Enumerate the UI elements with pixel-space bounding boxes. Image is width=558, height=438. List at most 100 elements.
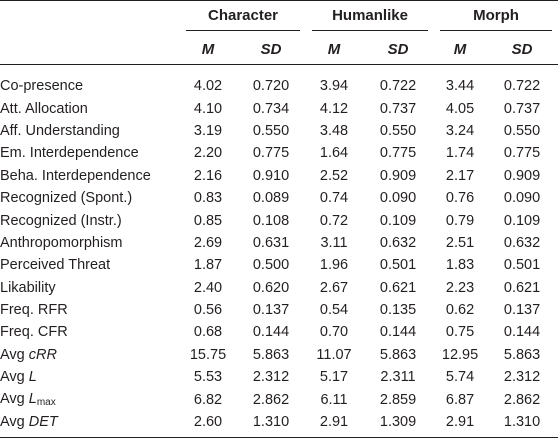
cell-sd: 0.090 [379, 190, 417, 207]
cell-sd: 1.309 [362, 410, 435, 438]
table-row: Att. Allocation 4.10 0.734 4.12 0.737 4.05 0.7… [0, 97, 558, 119]
row-label-prefix: Avg [0, 346, 29, 363]
cell-mean: 0.62 [445, 302, 475, 319]
row-label: Avg cRR [0, 344, 180, 366]
row-label: Freq. RFR [0, 302, 68, 319]
cell-sd: 0.135 [379, 302, 417, 319]
row-label: Recognized (Instr.) [0, 212, 122, 229]
cell-sd: 0.909 [503, 167, 541, 184]
table-row: Recognized (Instr.) 0.85 0.108 0.72 0.109 0.7… [0, 209, 558, 231]
row-label: Em. Interdependence [0, 145, 139, 162]
cell-sd: 0.089 [252, 190, 290, 207]
sub-header-sd: SD [260, 40, 282, 58]
cell-sd: 0.501 [379, 257, 417, 274]
table-row: Beha. Interdependence 2.16 0.910 2.52 0.909 2… [0, 165, 558, 187]
cell-mean: 2.67 [319, 279, 349, 296]
cell-mean: 0.83 [193, 190, 223, 207]
cell-sd: 0.137 [503, 302, 541, 319]
cell-sd: 0.090 [503, 190, 541, 207]
cell-mean: 2.69 [193, 234, 223, 251]
cell-sd: 0.550 [503, 122, 541, 139]
cell-mean: 6.87 [445, 391, 475, 408]
cell-sd: 0.144 [379, 324, 417, 341]
cell-sd: 0.775 [379, 145, 417, 162]
cell-sd: 0.910 [252, 167, 290, 184]
row-label-prefix: Avg [0, 391, 29, 408]
cell-sd: 0.137 [252, 302, 290, 319]
cell-mean: 2.52 [319, 167, 349, 184]
row-label: Co-presence [0, 78, 84, 95]
cell-mean: 0.75 [445, 324, 475, 341]
cell-sd: 0.550 [379, 122, 417, 139]
cell-mean: 3.94 [319, 78, 349, 95]
cell-mean: 1.83 [445, 257, 475, 274]
cell-sd: 0.722 [379, 78, 417, 95]
cell-mean: 0.72 [319, 212, 349, 229]
cell-sd: 0.775 [252, 145, 290, 162]
cell-sd: 0.734 [252, 100, 290, 117]
top-rule [0, 0, 558, 1]
row-label: Att. Allocation [0, 100, 88, 117]
cell-mean: 3.11 [320, 234, 348, 251]
cell-sd: 2.859 [379, 391, 417, 408]
cell-sd: 0.550 [252, 122, 290, 139]
cell-mean: 3.19 [193, 122, 223, 139]
cell-sd: 0.621 [379, 279, 417, 296]
cell-sd: 0.108 [252, 212, 290, 229]
cell-sd: 2.862 [503, 391, 541, 408]
table-row: Avg Lmax 6.82 2.862 6.11 2.859 6.87 2.862 [0, 388, 558, 410]
cell-mean: 1.64 [319, 145, 349, 162]
sub-header-m: M [453, 40, 467, 58]
cell-sd: 0.909 [379, 167, 417, 184]
cell-mean: 0.85 [193, 212, 223, 229]
row-label-symbol: cRR [28, 346, 57, 363]
row-label-symbol: L [28, 369, 37, 386]
header-blank [0, 0, 180, 34]
cell-mean: 4.12 [319, 100, 349, 117]
row-label-symbol: L [28, 391, 37, 408]
cell-mean: 1.96 [319, 257, 349, 274]
cell-sd: 0.620 [252, 279, 290, 296]
cell-sd: 0.500 [252, 257, 290, 274]
cell-mean: 0.56 [193, 302, 223, 319]
cell-sd: 1.310 [236, 410, 307, 438]
cell-mean: 1.87 [193, 257, 223, 274]
cell-mean: 2.91 [306, 410, 363, 438]
cell-mean: 5.53 [193, 369, 223, 386]
cell-sd: 0.722 [503, 78, 541, 95]
row-label: Beha. Interdependence [0, 167, 151, 184]
cell-mean: 0.70 [319, 324, 349, 341]
cell-sd: 0.632 [379, 234, 417, 251]
sub-header-m: M [201, 40, 215, 58]
cell-mean: 0.74 [319, 190, 349, 207]
table-row: Aff. Understanding 3.19 0.550 3.48 0.550 3.24… [0, 120, 558, 142]
cell-mean: 4.02 [193, 78, 223, 95]
cell-mean: 2.20 [193, 145, 223, 162]
cell-mean: 11.07 [316, 346, 352, 363]
cell-sd: 0.109 [379, 212, 417, 229]
cell-sd: 5.863 [379, 346, 417, 363]
cell-mean: 2.17 [445, 167, 475, 184]
row-label: Likability [0, 279, 56, 296]
row-label-subscript: max [36, 397, 56, 409]
table-row: Freq. CFR 0.68 0.144 0.70 0.144 0.75 0.144 [0, 321, 558, 343]
cell-mean: 0.68 [193, 324, 223, 341]
table-row: Perceived Threat 1.87 0.500 1.96 0.501 1.83 0.… [0, 254, 558, 276]
sub-header-sd: SD [511, 40, 533, 58]
row-label-prefix: Avg [0, 414, 29, 431]
row-label: Freq. CFR [0, 324, 68, 341]
cell-mean: 15.75 [189, 346, 227, 363]
table-row: Em. Interdependence 2.20 0.775 1.64 0.775 1.7… [0, 142, 558, 164]
cell-mean: 2.91 [434, 410, 487, 438]
cell-mean: 4.05 [445, 100, 475, 117]
table-row: Avg cRR 15.75 5.863 11.07 5.863 12.95 5.863 [0, 344, 558, 366]
row-label: Recognized (Spont.) [0, 190, 133, 207]
row-label: Avg DET [0, 410, 180, 438]
cell-mean: 3.44 [445, 78, 475, 95]
cell-sd: 0.621 [503, 279, 541, 296]
cell-sd: 0.144 [503, 324, 541, 341]
table-row: Likability 2.40 0.620 2.67 0.621 2.23 0.621 [0, 277, 558, 299]
sub-header-row: M SD M SD M SD [0, 34, 558, 65]
